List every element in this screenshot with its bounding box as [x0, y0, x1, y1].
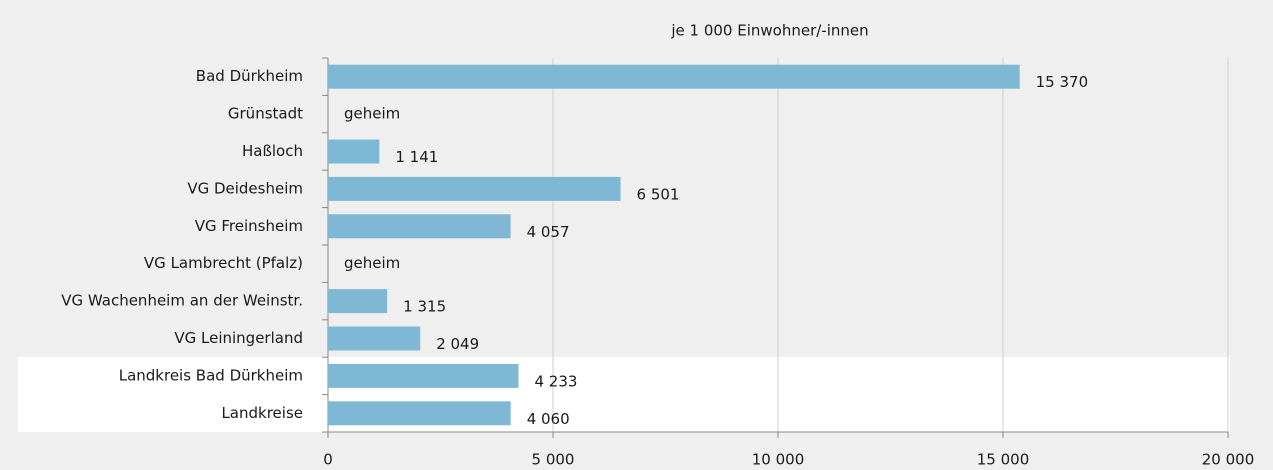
value-label: 2 049 [436, 335, 479, 353]
x-tick-label: 0 [323, 451, 333, 469]
bar [328, 401, 511, 426]
bar [328, 363, 519, 388]
x-tick-label: 20 000 [1202, 451, 1255, 469]
value-label: 1 315 [403, 298, 446, 316]
bar [328, 64, 1020, 89]
y-tick-label: VG Deidesheim [187, 179, 303, 197]
x-tick-label: 10 000 [752, 451, 805, 469]
y-tick-label: VG Lambrecht (Pfalz) [144, 254, 303, 272]
y-tick-label: VG Freinsheim [195, 217, 303, 235]
y-tick-label: VG Wachenheim an der Weinstr. [61, 292, 303, 310]
value-label: 4 057 [527, 223, 570, 241]
highlight-band [18, 357, 1230, 432]
x-tick-label: 15 000 [977, 451, 1030, 469]
value-label: 15 370 [1036, 73, 1089, 91]
y-tick-label: Haßloch [242, 142, 303, 160]
value-label: 6 501 [637, 185, 680, 203]
bar [328, 326, 421, 351]
y-tick-label: VG Leiningerland [174, 329, 303, 347]
value-label: 4 060 [527, 410, 570, 428]
value-label: geheim [344, 105, 400, 123]
value-label: 1 141 [395, 148, 438, 166]
value-label: geheim [344, 254, 400, 272]
x-tick-label: 5 000 [532, 451, 575, 469]
chart-subtitle: je 1 000 Einwohner/-innen [670, 22, 868, 40]
y-tick-label: Landkreise [221, 404, 303, 422]
y-tick-label: Bad Dürkheim [196, 67, 303, 85]
bar [328, 139, 380, 164]
y-tick-label: Landkreis Bad Dürkheim [119, 366, 303, 384]
bar [328, 214, 511, 239]
y-tick-label: Grünstadt [228, 105, 303, 123]
bar [328, 176, 621, 201]
value-label: 4 233 [534, 372, 577, 390]
bar [328, 289, 388, 314]
